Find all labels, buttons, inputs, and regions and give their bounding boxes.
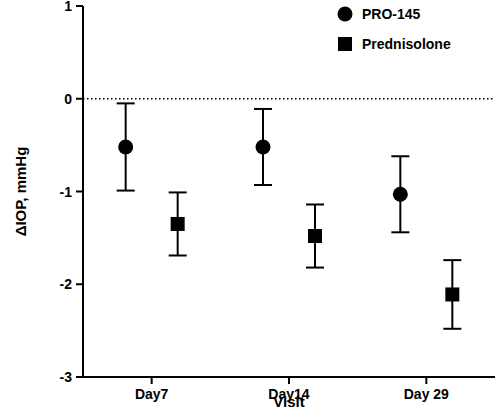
- x-tick: [425, 377, 427, 384]
- x-tick: [288, 377, 290, 384]
- legend-label: Prednisolone: [362, 36, 451, 52]
- y-tick: [76, 98, 83, 100]
- x-tick-label: Day7: [135, 386, 169, 402]
- y-tick: [76, 283, 83, 285]
- error-bar: [254, 109, 272, 185]
- point: [171, 217, 185, 231]
- y-axis-label: ΔIOP, mmHg: [12, 147, 29, 237]
- point: [308, 229, 322, 243]
- error-bar: [443, 260, 461, 329]
- x-tick-label: Day 29: [404, 386, 449, 402]
- legend: PRO-145 Prednisolone: [338, 6, 451, 52]
- legend-label: PRO-145: [362, 6, 421, 22]
- x-axis-label: Visit: [273, 393, 304, 410]
- point: [393, 187, 408, 202]
- chart-svg: -3-2-101Day7Day14Day 29VisitΔIOP, mmHgPR…: [0, 0, 500, 413]
- error-bar: [306, 204, 324, 267]
- error-bar: [117, 103, 135, 190]
- y-tick-label: 1: [64, 0, 72, 14]
- point: [256, 139, 271, 154]
- plot-area: [117, 103, 462, 328]
- legend-marker: [338, 37, 352, 51]
- y-tick-label: -1: [60, 184, 73, 200]
- legend-marker: [338, 7, 353, 22]
- y-tick-label: -2: [60, 276, 73, 292]
- y-tick: [76, 191, 83, 193]
- x-tick: [151, 377, 153, 384]
- error-bar: [391, 156, 409, 232]
- y-tick-label: 0: [64, 91, 72, 107]
- point: [445, 287, 459, 301]
- y-tick: [76, 376, 83, 378]
- y-tick-label: -3: [60, 369, 73, 385]
- reference-line: [83, 98, 495, 100]
- y-tick: [76, 5, 83, 7]
- chart-container: -3-2-101Day7Day14Day 29VisitΔIOP, mmHgPR…: [0, 0, 500, 413]
- point: [118, 139, 133, 154]
- error-bar: [169, 192, 187, 255]
